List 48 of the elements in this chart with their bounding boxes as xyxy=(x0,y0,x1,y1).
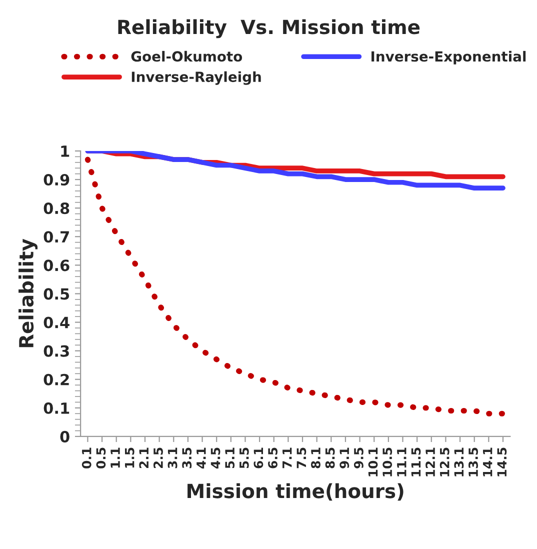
x-tick-label: 5.5 xyxy=(240,448,249,468)
x-tick-label: 2.1 xyxy=(139,448,148,468)
x-tick-label: 6.5 xyxy=(268,448,278,468)
x-tick-label: 4.5 xyxy=(210,448,220,468)
x-tick-label: 12.5 xyxy=(440,448,450,476)
y-tick-label: 0.3 xyxy=(44,345,69,357)
y-tick-label: 0.9 xyxy=(44,174,70,186)
x-tick-label: 9.5 xyxy=(354,448,364,468)
x-tick-label: 9.1 xyxy=(340,448,350,468)
x-tick-label: 10.1 xyxy=(368,448,378,476)
x-tick-label: 6.1 xyxy=(254,448,264,468)
legend-label: Inverse-Exponential xyxy=(372,50,526,64)
x-tick-label: 1.5 xyxy=(125,448,134,468)
x-tick-label: 3.5 xyxy=(182,448,192,468)
x-tick-label: 11.5 xyxy=(411,448,421,476)
y-axis-title: Reliability xyxy=(18,238,38,348)
x-axis-title: Mission time(hours) xyxy=(188,483,404,501)
y-tick-label: 0.5 xyxy=(44,288,70,300)
x-tick-label: 1.1 xyxy=(110,448,120,468)
y-tick-label: 0.2 xyxy=(44,374,69,386)
chart-title: Reliability Vs. Mission time xyxy=(118,19,420,38)
x-tick-label: 0.1 xyxy=(82,448,92,468)
x-tick-label: 14.5 xyxy=(497,448,507,476)
x-tick-label: 8.1 xyxy=(311,448,320,468)
x-tick-label: 13.1 xyxy=(454,448,464,476)
x-tick-label: 7.1 xyxy=(282,448,292,468)
x-tick-label: 13.5 xyxy=(468,448,478,476)
y-tick-label: 0.8 xyxy=(44,202,70,214)
x-tick-label: 12.1 xyxy=(426,448,435,476)
x-tick-label: 0.5 xyxy=(96,448,106,468)
y-tick-label: 0.4 xyxy=(44,316,70,328)
x-tick-label: 11.1 xyxy=(397,448,406,476)
x-tick-label: 4.1 xyxy=(196,448,206,468)
x-tick-label: 10.5 xyxy=(382,448,392,476)
legend-label: Goel-Okumoto xyxy=(131,50,242,62)
x-tick-label: 7.5 xyxy=(296,448,306,468)
y-tick-label: 0.1 xyxy=(44,402,70,414)
y-tick-label: 0.6 xyxy=(44,260,70,272)
y-tick-label: 0 xyxy=(60,430,70,442)
legend-label: Inverse-Rayleigh xyxy=(132,71,261,85)
x-tick-label: 8.5 xyxy=(325,448,335,468)
line-series xyxy=(85,150,506,191)
y-tick-label: 1 xyxy=(61,146,70,157)
x-tick-label: 5.1 xyxy=(225,448,235,468)
y-tick-label: 0.7 xyxy=(44,231,69,243)
x-tick-label: 3.1 xyxy=(168,448,178,468)
x-tick-label: 14.1 xyxy=(483,448,492,476)
x-tick-label: 2.5 xyxy=(153,448,163,468)
